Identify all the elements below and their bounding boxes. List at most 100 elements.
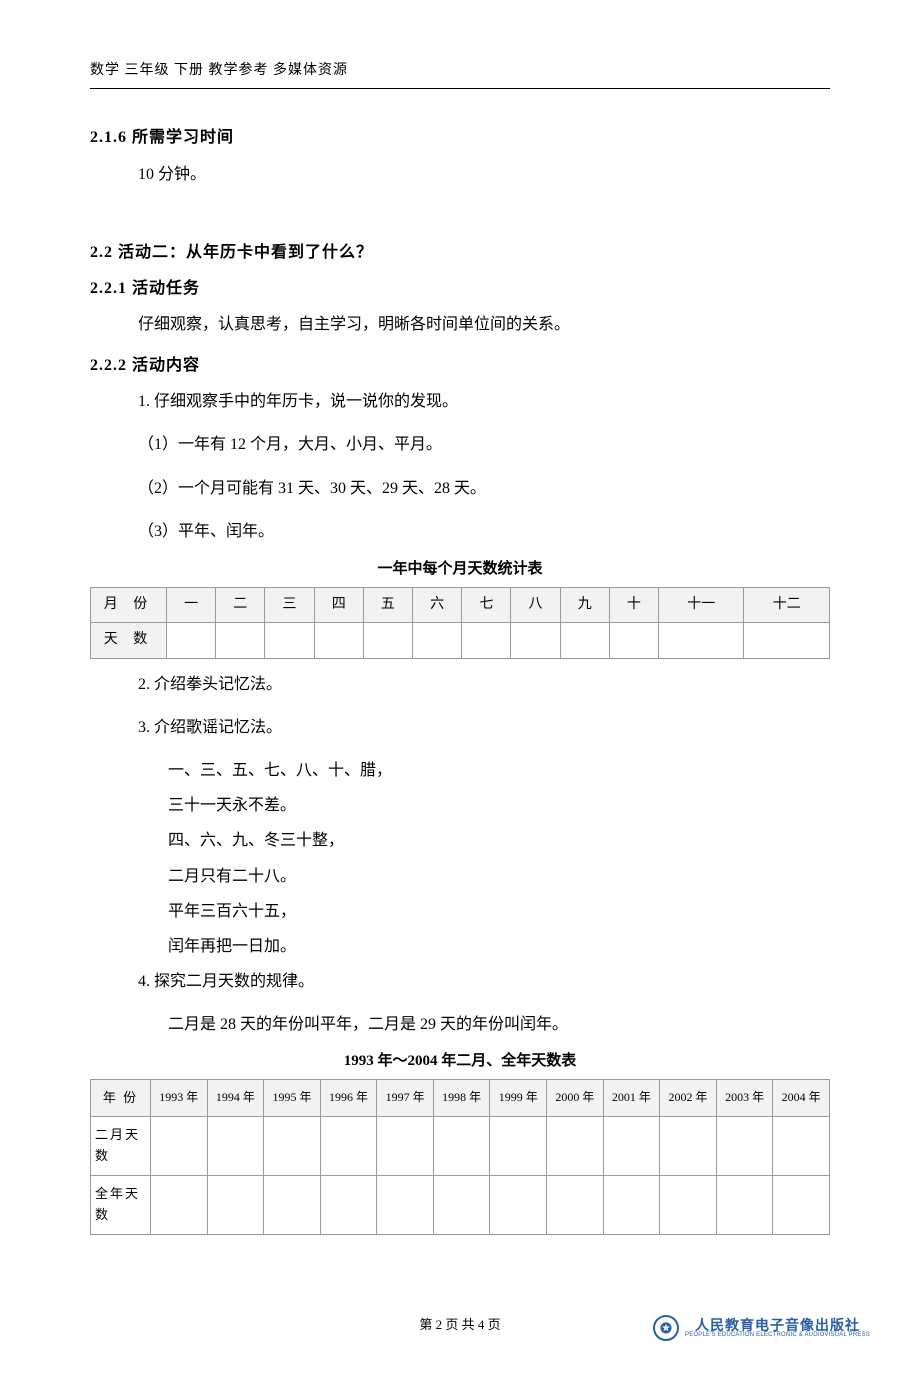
body-216: 10 分钟。 (90, 157, 830, 192)
cell (320, 1117, 377, 1176)
col-head: 2004 年 (773, 1079, 830, 1117)
page-number: 第 2 页 共 4 页 (419, 1317, 500, 1332)
col-head: 2001 年 (603, 1079, 660, 1117)
cell (151, 1117, 208, 1176)
col-head: 十 (609, 587, 658, 622)
cell (264, 1117, 321, 1176)
cell (320, 1175, 377, 1234)
body-221: 仔细观察，认真思考，自主学习，明晰各时间单位间的关系。 (90, 307, 830, 342)
cell (490, 1117, 547, 1176)
col-head: 五 (363, 587, 412, 622)
col-head: 2003 年 (716, 1079, 773, 1117)
col-head: 三 (265, 587, 314, 622)
col-head: 十一 (659, 587, 744, 622)
col-head: 1997 年 (377, 1079, 434, 1117)
table-row: 年 份 1993 年 1994 年 1995 年 1996 年 1997 年 1… (91, 1079, 830, 1117)
cell (560, 623, 609, 658)
table-row: 全年天数 (91, 1175, 830, 1234)
cell (265, 623, 314, 658)
heading-221: 2.2.1 活动任务 (90, 276, 830, 302)
cell (716, 1175, 773, 1234)
p-222-4: 4. 探究二月天数的规律。 (90, 964, 830, 999)
cell (363, 623, 412, 658)
p-222-4a: 二月是 28 天的年份叫平年，二月是 29 天的年份叫闰年。 (90, 1007, 830, 1042)
cell (462, 623, 511, 658)
cell (207, 1117, 264, 1176)
col-head: 八 (511, 587, 560, 622)
cell (264, 1175, 321, 1234)
publisher-name-cn: 人民教育电子音像出版社 (685, 1318, 870, 1332)
row-label: 二月天数 (91, 1117, 151, 1176)
p-222-1b: （2）一个月可能有 31 天、30 天、29 天、28 天。 (90, 471, 830, 506)
table-row: 二月天数 (91, 1117, 830, 1176)
heading-222: 2.2.2 活动内容 (90, 353, 830, 379)
row-label: 年 份 (91, 1079, 151, 1117)
row-label: 天 数 (91, 623, 167, 658)
year-days-table: 年 份 1993 年 1994 年 1995 年 1996 年 1997 年 1… (90, 1079, 830, 1235)
table2-title: 1993 年～2004 年二月、全年天数表 (90, 1049, 830, 1073)
col-head: 1999 年 (490, 1079, 547, 1117)
heading-22: 2.2 活动二：从年历卡中看到了什么？ (90, 240, 830, 266)
cell (314, 623, 363, 658)
col-head: 1995 年 (264, 1079, 321, 1117)
page-header: 数学 三年级 下册 教学参考 多媒体资源 (90, 60, 830, 89)
col-head: 1994 年 (207, 1079, 264, 1117)
col-head: 六 (413, 587, 462, 622)
table-row: 天 数 (91, 623, 830, 658)
col-head: 1996 年 (320, 1079, 377, 1117)
cell (207, 1175, 264, 1234)
cell (660, 1175, 717, 1234)
col-head: 2002 年 (660, 1079, 717, 1117)
p-222-2: 2. 介绍拳头记忆法。 (90, 667, 830, 702)
table1-title: 一年中每个月天数统计表 (90, 557, 830, 581)
poem-line: 闰年再把一日加。 (90, 929, 830, 964)
poem-line: 三十一天永不差。 (90, 788, 830, 823)
cell (216, 623, 265, 658)
row-label: 月 份 (91, 587, 167, 622)
row-label: 全年天数 (91, 1175, 151, 1234)
cell (716, 1117, 773, 1176)
publisher-block: ✪ 人民教育电子音像出版社 PEOPLE'S EDUCATION ELECTRO… (653, 1315, 870, 1341)
col-head: 一 (167, 587, 216, 622)
publisher-name-en: PEOPLE'S EDUCATION ELECTRONIC & AUDIOVIS… (685, 1332, 870, 1338)
cell (377, 1175, 434, 1234)
poem-line: 四、六、九、冬三十整， (90, 823, 830, 858)
cell (151, 1175, 208, 1234)
poem-line: 平年三百六十五， (90, 894, 830, 929)
cell (603, 1175, 660, 1234)
poem-line: 二月只有二十八。 (90, 859, 830, 894)
publisher-logo-icon: ✪ (653, 1315, 679, 1341)
cell (744, 623, 830, 658)
p-222-3: 3. 介绍歌谣记忆法。 (90, 710, 830, 745)
col-head: 二 (216, 587, 265, 622)
p-222-1c: （3）平年、闰年。 (90, 514, 830, 549)
p-222-1: 1. 仔细观察手中的年历卡，说一说你的发现。 (90, 384, 830, 419)
cell (547, 1175, 604, 1234)
col-head: 1998 年 (433, 1079, 490, 1117)
cell (773, 1175, 830, 1234)
poem-line: 一、三、五、七、八、十、腊， (90, 753, 830, 788)
table-row: 月 份 一 二 三 四 五 六 七 八 九 十 十一 十二 (91, 587, 830, 622)
col-head: 十二 (744, 587, 830, 622)
col-head: 2000 年 (547, 1079, 604, 1117)
p-222-1a: （1）一年有 12 个月，大月、小月、平月。 (90, 427, 830, 462)
cell (659, 623, 744, 658)
cell (433, 1117, 490, 1176)
page-footer: 第 2 页 共 4 页 ✪ 人民教育电子音像出版社 PEOPLE'S EDUCA… (90, 1315, 830, 1336)
cell (511, 623, 560, 658)
cell (773, 1117, 830, 1176)
cell (609, 623, 658, 658)
cell (490, 1175, 547, 1234)
month-days-table: 月 份 一 二 三 四 五 六 七 八 九 十 十一 十二 天 数 (90, 587, 830, 659)
cell (603, 1117, 660, 1176)
col-head: 四 (314, 587, 363, 622)
col-head: 七 (462, 587, 511, 622)
cell (547, 1117, 604, 1176)
cell (660, 1117, 717, 1176)
col-head: 1993 年 (151, 1079, 208, 1117)
cell (433, 1175, 490, 1234)
col-head: 九 (560, 587, 609, 622)
cell (167, 623, 216, 658)
heading-216: 2.1.6 所需学习时间 (90, 125, 830, 151)
cell (413, 623, 462, 658)
